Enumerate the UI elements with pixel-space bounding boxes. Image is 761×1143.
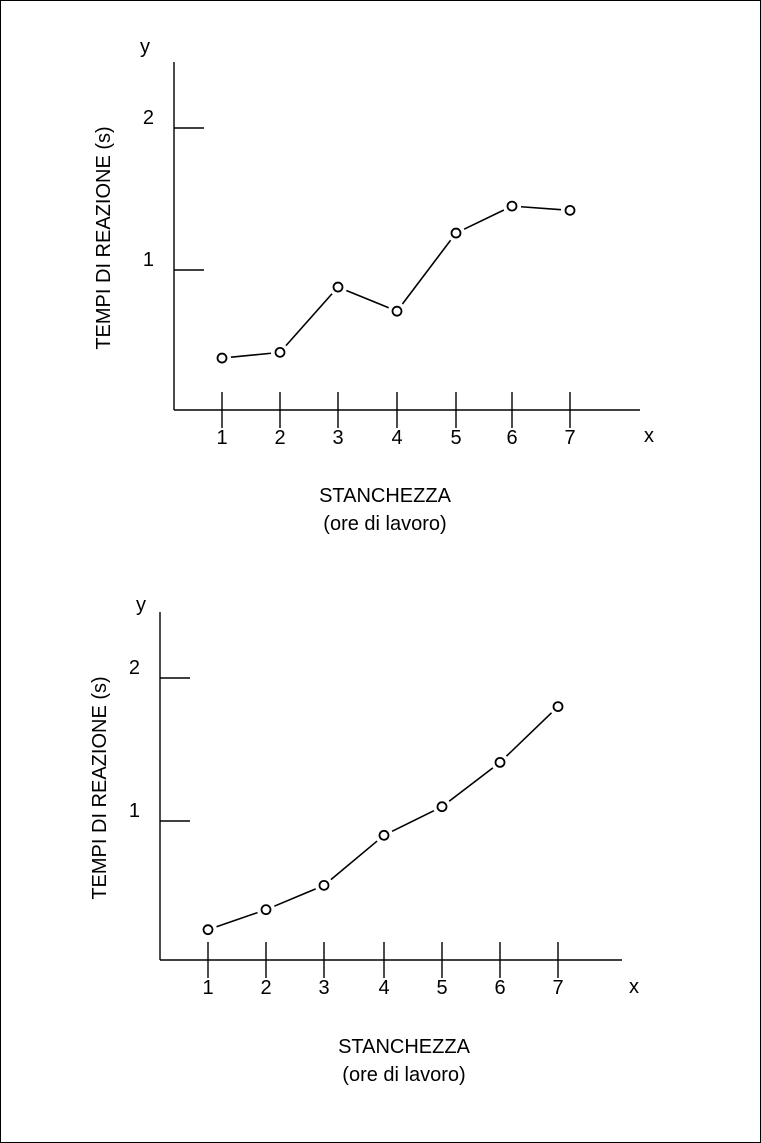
chart-top-x-tick-label: 7 (564, 427, 575, 449)
chart-bottom-data-point (378, 829, 390, 841)
chart-top-y-tick-label: 1 (143, 249, 154, 271)
chart-top-y-tick-label: 2 (143, 107, 154, 129)
chart-bottom-marks: 1 2 3 4 5 6 7 1 2 (129, 612, 622, 999)
chart-top-x-axis-label-line1: STANCHEZZA (319, 485, 452, 507)
chart-bottom-series-segment (273, 888, 317, 907)
chart-bottom-x-axis-label-line1: STANCHEZZA (338, 1036, 471, 1058)
chart-bottom-x-tick-label: 1 (202, 977, 213, 999)
chart-bottom-data-point (260, 904, 272, 916)
chart-bottom-data-point (494, 756, 506, 768)
chart-bottom-x-tick-label: 2 (260, 977, 271, 999)
chart-bottom-x-tick-label: 6 (494, 977, 505, 999)
chart-bottom-data-point (552, 701, 564, 712)
chart-top-x-tick-label: 4 (391, 427, 402, 449)
chart-bottom-series-segment (505, 712, 553, 757)
chart-bottom-y-tick-label: 2 (129, 657, 140, 679)
chart-bottom-x-tick-label: 3 (318, 977, 329, 999)
chart-bottom-x-axis-letter: x (629, 976, 639, 998)
chart-top-data-point (332, 281, 344, 293)
chart-bottom-y-axis-label: TEMPI DI REAZIONE (s) (89, 676, 111, 899)
chart-bottom-data-point (318, 879, 330, 891)
chart-bottom-x-tick-label: 4 (378, 977, 389, 999)
chart-bottom-x-tick-label: 5 (436, 977, 447, 999)
chart-bottom-data-point (436, 801, 448, 813)
chart-bottom-y-axis-letter: y (136, 594, 146, 616)
chart-top-series-segment (401, 239, 452, 305)
chart-bottom-y-tick-label: 1 (129, 800, 140, 822)
chart-top-data-point (391, 305, 403, 317)
chart-bottom: 1 2 3 4 5 6 7 1 2 y x TEMPI DI REAZIONE (s) STAN… (89, 594, 639, 1086)
chart-top-x-tick-label: 2 (274, 427, 285, 449)
chart-bottom-data-point (202, 924, 214, 936)
chart-top-data-point (564, 204, 576, 216)
chart-bottom-series-segment (448, 767, 494, 802)
chart-bottom-series-segment (330, 840, 378, 881)
chart-top: 1 2 3 4 5 6 7 1 2 y x TEMPI DI REAZIONE (s) STAN… (93, 36, 654, 535)
chart-top-x-tick-label: 6 (506, 427, 517, 449)
chart-top-series-segment (230, 352, 272, 358)
chart-top-series-segment (520, 205, 562, 211)
chart-top-series-segment (346, 289, 389, 309)
chart-bottom-x-axis-label-line2: (ore di lavoro) (342, 1064, 465, 1086)
chart-top-y-axis-label: TEMPI DI REAZIONE (s) (93, 126, 115, 349)
chart-top-data-point (450, 227, 462, 239)
chart-top-y-axis-letter: y (140, 36, 150, 58)
chart-top-series-segment (285, 293, 333, 347)
chart-top-x-tick-label: 1 (216, 427, 227, 449)
chart-top-data-point (506, 200, 518, 212)
chart-top-x-tick-label: 3 (332, 427, 343, 449)
chart-top-x-axis-letter: x (644, 425, 654, 447)
chart-top-data-point (216, 352, 228, 364)
chart-bottom-x-tick-label: 7 (552, 977, 563, 999)
chart-bottom-series-segment (216, 911, 258, 928)
chart-top-series-segment (463, 209, 505, 230)
chart-top-data-point (274, 346, 286, 358)
chart-top-marks: 1 2 3 4 5 6 7 1 2 (143, 62, 640, 449)
chart-top-x-axis-label-line2: (ore di lavoro) (323, 513, 446, 535)
chart-top-x-tick-label: 5 (450, 427, 461, 449)
chart-bottom-series-segment (391, 809, 435, 833)
